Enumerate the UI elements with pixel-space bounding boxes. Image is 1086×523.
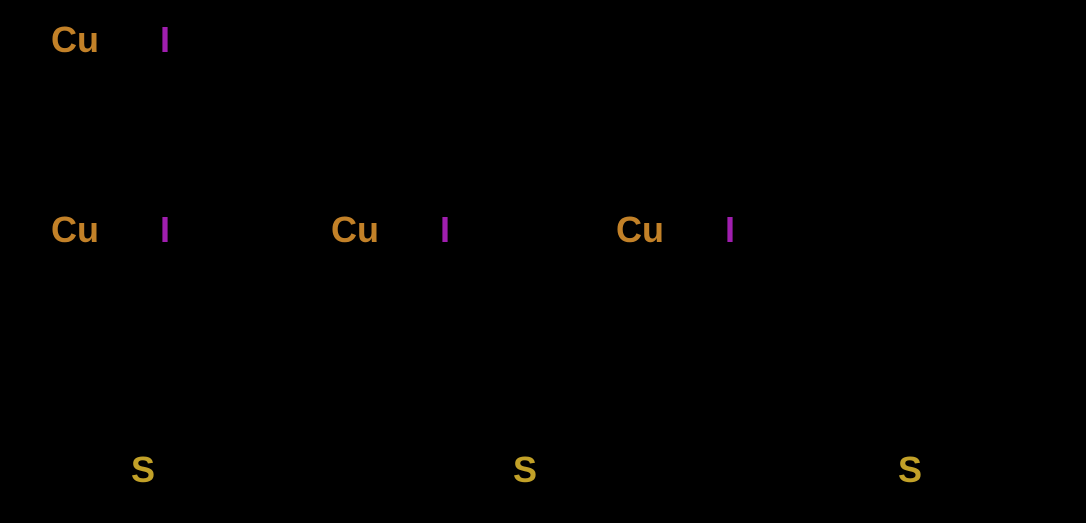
atom-cu-3: Cu: [331, 209, 379, 251]
diagram-canvas: Cu I Cu I Cu I Cu I S S S: [0, 0, 1086, 523]
atom-i-4: I: [725, 209, 735, 251]
atom-i-3: I: [440, 209, 450, 251]
atom-cu-2: Cu: [51, 209, 99, 251]
atom-s-3: S: [898, 449, 922, 491]
atom-i-1: I: [160, 19, 170, 61]
atom-i-2: I: [160, 209, 170, 251]
atom-cu-1: Cu: [51, 19, 99, 61]
atom-s-2: S: [513, 449, 537, 491]
atom-cu-4: Cu: [616, 209, 664, 251]
atom-s-1: S: [131, 449, 155, 491]
